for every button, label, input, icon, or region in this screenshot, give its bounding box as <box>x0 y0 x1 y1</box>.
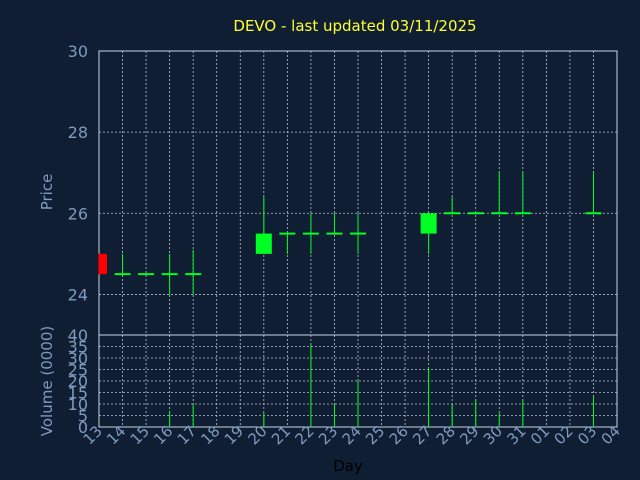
volume-tick-label: 40 <box>68 326 88 345</box>
volume-tick-label: 30 <box>68 349 88 368</box>
chart-title: DEVO - last updated 03/11/2025 <box>233 17 476 35</box>
candle <box>302 213 319 254</box>
candle <box>98 253 107 275</box>
volume-tick-label: 20 <box>68 372 88 391</box>
price-tick-label: 28 <box>68 123 88 142</box>
candle <box>161 253 178 295</box>
volume-tick-label: 5 <box>78 407 88 426</box>
candle <box>350 213 366 254</box>
candle-body <box>255 233 272 254</box>
price-axis-label: Price <box>38 174 56 211</box>
candle <box>279 232 296 254</box>
candle <box>491 172 508 215</box>
day-axis-ticks: 1314151617181920212223242526272829303101… <box>80 422 624 448</box>
candle <box>444 197 461 215</box>
price-axis-ticks: 24 26 28 30 <box>68 42 88 304</box>
price-tick-label: 26 <box>68 204 88 223</box>
price-tick-label: 24 <box>68 285 88 304</box>
volume-tick-label: 15 <box>68 384 88 403</box>
volume-tick-label: 0 <box>78 418 88 437</box>
candle <box>326 213 343 235</box>
candle-body <box>420 213 437 234</box>
candle <box>114 253 131 276</box>
volume-axis-label: Volume (0000) <box>38 326 56 436</box>
volume-tick-label: 10 <box>68 395 88 414</box>
volume-tick-label: 35 <box>68 338 88 357</box>
candle-body <box>99 253 107 275</box>
x-axis-label: Day <box>333 457 363 475</box>
volume-tick-label: 25 <box>68 361 88 380</box>
candle <box>255 197 272 254</box>
candle <box>585 172 602 215</box>
candle <box>185 249 202 295</box>
candlestick-series <box>98 172 602 295</box>
volume-series <box>169 344 594 427</box>
candle <box>420 213 437 254</box>
price-tick-label: 30 <box>68 42 88 61</box>
candle <box>514 172 531 215</box>
